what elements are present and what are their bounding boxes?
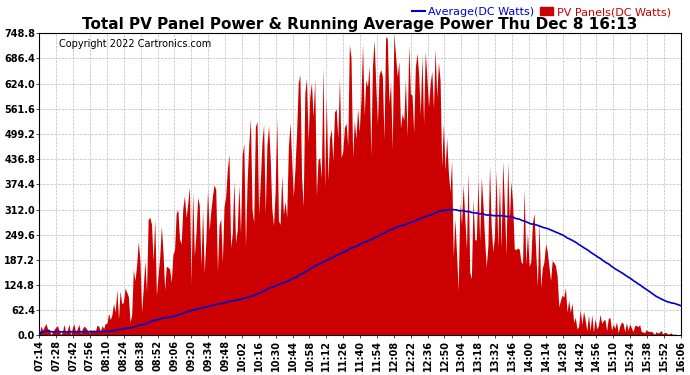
- Title: Total PV Panel Power & Running Average Power Thu Dec 8 16:13: Total PV Panel Power & Running Average P…: [82, 17, 638, 32]
- Text: Copyright 2022 Cartronics.com: Copyright 2022 Cartronics.com: [59, 39, 211, 50]
- Legend: Average(DC Watts), PV Panels(DC Watts): Average(DC Watts), PV Panels(DC Watts): [407, 3, 676, 21]
